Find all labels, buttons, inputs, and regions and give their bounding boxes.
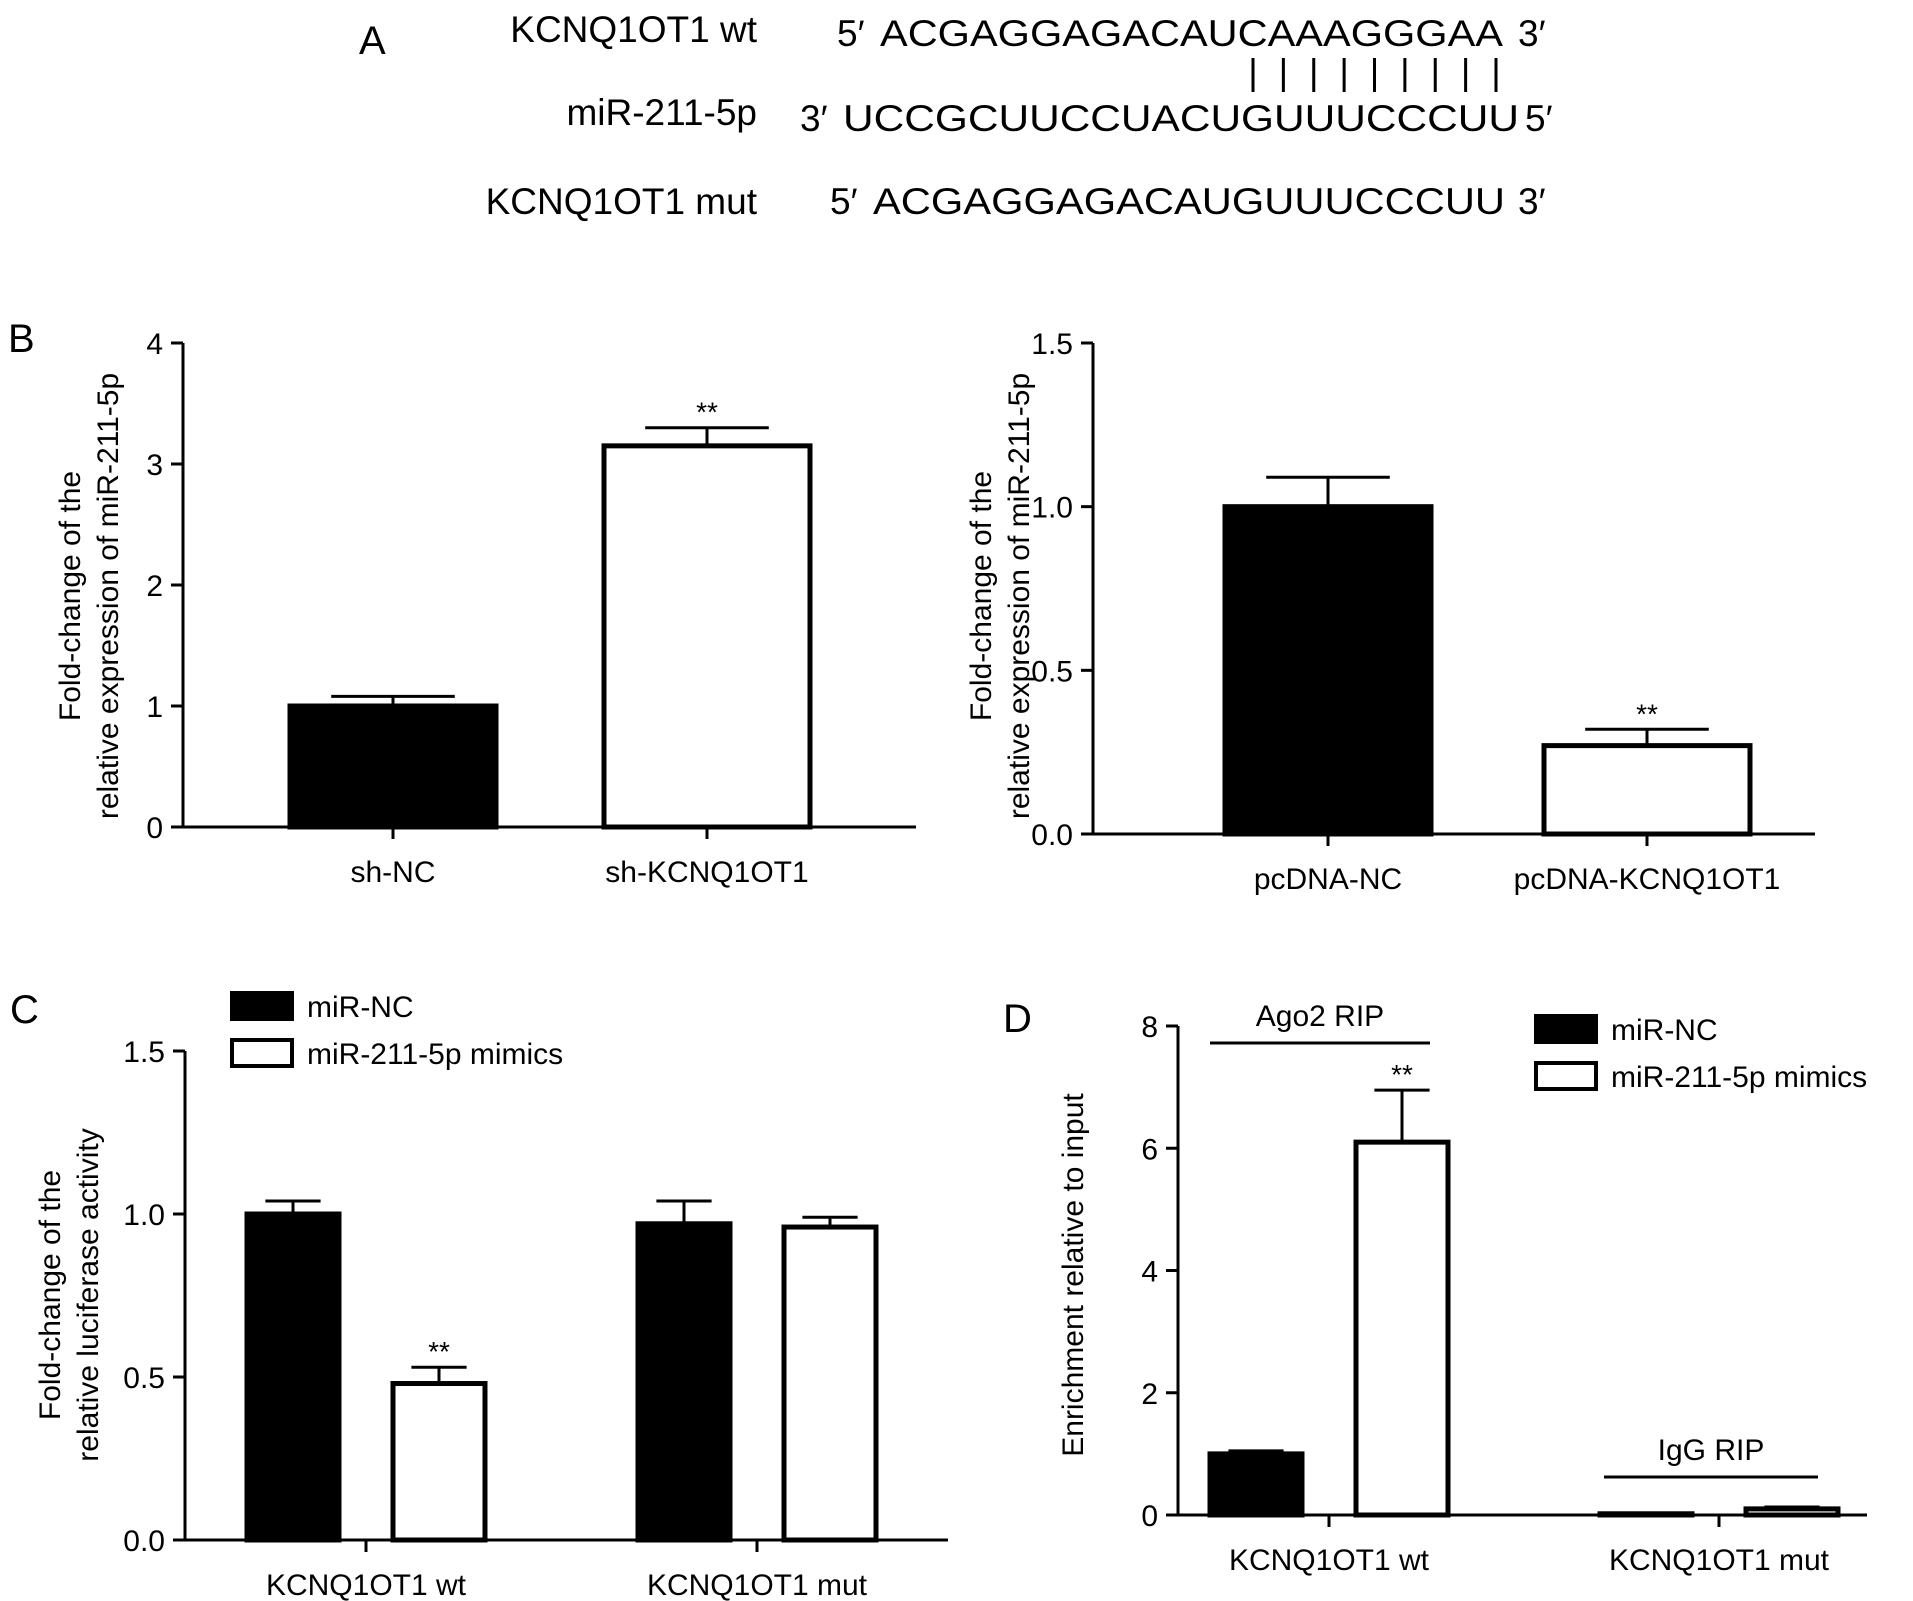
wt-sequence: ACGAGGAGACAUCAAAGGGAA xyxy=(880,13,1503,54)
chart-b-right: Fold-change of the relative expression o… xyxy=(965,328,1815,896)
y-tick-label: 0 xyxy=(146,812,163,845)
y-tick-label: 1 xyxy=(146,691,163,724)
y-axis-label-line1: Fold-change of the xyxy=(34,1170,67,1420)
y-tick-label: 2 xyxy=(146,570,163,603)
bar xyxy=(244,1211,342,1543)
x-tick-label: sh-KCNQ1OT1 xyxy=(605,856,808,889)
x-tick-label: KCNQ1OT1 mut xyxy=(1609,1544,1830,1577)
bar xyxy=(781,1224,879,1543)
panel-label-b: B xyxy=(8,317,35,361)
y-tick-label: 0.0 xyxy=(123,1525,165,1558)
legend-label: miR-NC xyxy=(1611,1014,1718,1047)
y-axis-label-line2: relative luciferase activity xyxy=(72,1128,105,1461)
x-tick-label: KCNQ1OT1 wt xyxy=(266,1569,467,1601)
group-annotation: IgG RIP xyxy=(1658,1434,1765,1467)
y-tick-label: 8 xyxy=(1141,1011,1158,1044)
bar xyxy=(1541,743,1753,837)
chart-b-left: B Fold-change of the relative expression… xyxy=(8,317,916,889)
x-tick-label: KCNQ1OT1 wt xyxy=(1229,1544,1430,1577)
significance-label: ** xyxy=(1636,698,1658,729)
mir-sequence: UCCGCUUCCUACUGUUUCCCUU xyxy=(843,98,1519,139)
mut-name: KCNQ1OT1 mut xyxy=(486,181,758,222)
bar xyxy=(601,443,813,830)
x-tick-label: sh-NC xyxy=(350,856,435,889)
legend-swatch xyxy=(230,991,294,1021)
legend-label: miR-NC xyxy=(307,991,414,1024)
y-axis-label: Enrichment relative to input xyxy=(1057,1093,1090,1457)
mut-3prime: 3′ xyxy=(1518,181,1546,222)
bar xyxy=(1743,1506,1841,1518)
panel-a: A KCNQ1OT1 wt 5′ ACGAGGAGACAUCAAAGGGAA 3… xyxy=(359,9,1553,222)
y-tick-label: 4 xyxy=(146,328,163,361)
y-axis-label-line2: relative expression of miR-211-5p xyxy=(1003,373,1036,819)
y-tick-label: 0.5 xyxy=(1031,655,1073,688)
bar xyxy=(287,703,499,830)
y-tick-label: 1.0 xyxy=(1031,492,1073,525)
bar xyxy=(1597,1511,1695,1518)
mir-3prime: 3′ xyxy=(800,98,828,139)
wt-name: KCNQ1OT1 wt xyxy=(510,9,757,50)
y-tick-label: 1.0 xyxy=(123,1199,165,1232)
mir-name: miR-211-5p xyxy=(566,92,757,133)
significance-label: ** xyxy=(1391,1059,1413,1090)
x-tick-label: pcDNA-NC xyxy=(1254,863,1402,896)
legend-swatch xyxy=(1534,1061,1598,1091)
y-tick-label: 0 xyxy=(1141,1500,1158,1533)
bar xyxy=(1222,504,1434,837)
bar xyxy=(635,1221,733,1543)
panel-label-d: D xyxy=(1003,997,1032,1041)
panel-label-c: C xyxy=(10,988,39,1032)
significance-label: ** xyxy=(696,397,718,428)
chart-c: C Fold-change of the relative luciferase… xyxy=(10,988,948,1601)
y-axis-label-line2: relative expression of miR-211-5p xyxy=(92,373,125,819)
bar xyxy=(390,1381,488,1543)
y-tick-label: 1.5 xyxy=(123,1036,165,1069)
y-axis-label-line1: Fold-change of the xyxy=(54,471,87,721)
y-axis-label-line1: Fold-change of the xyxy=(965,471,998,721)
bar xyxy=(1353,1139,1451,1518)
y-tick-label: 0.5 xyxy=(123,1362,165,1395)
legend-label: miR-211-5p mimics xyxy=(307,1038,563,1071)
significance-label: ** xyxy=(428,1336,450,1367)
mut-5prime: 5′ xyxy=(830,181,858,222)
y-tick-label: 2 xyxy=(1141,1378,1158,1411)
x-tick-label: pcDNA-KCNQ1OT1 xyxy=(1514,863,1781,896)
pairing-lines xyxy=(1251,58,1498,92)
y-tick-label: 6 xyxy=(1141,1133,1158,1166)
mut-sequence: ACGAGGAGACAUGUUUCCCUU xyxy=(873,181,1505,222)
wt-3prime: 3′ xyxy=(1518,13,1546,54)
y-tick-label: 0.0 xyxy=(1031,819,1073,852)
chart-d: D Enrichment relative to input 0 2 4 6 8 KCNQ… xyxy=(1003,997,1867,1577)
panel-label-a: A xyxy=(359,19,386,63)
mir-5prime: 5′ xyxy=(1525,98,1553,139)
y-tick-label: 3 xyxy=(146,449,163,482)
group-annotation: Ago2 RIP xyxy=(1256,1000,1384,1033)
y-tick-label: 1.5 xyxy=(1031,328,1073,361)
x-tick-label: KCNQ1OT1 mut xyxy=(647,1569,868,1601)
legend-swatch xyxy=(1534,1014,1598,1044)
legend-swatch xyxy=(230,1038,294,1068)
y-tick-label: 4 xyxy=(1141,1256,1158,1289)
wt-5prime: 5′ xyxy=(837,13,865,54)
legend-label: miR-211-5p mimics xyxy=(1611,1061,1867,1094)
bar xyxy=(1207,1451,1305,1518)
